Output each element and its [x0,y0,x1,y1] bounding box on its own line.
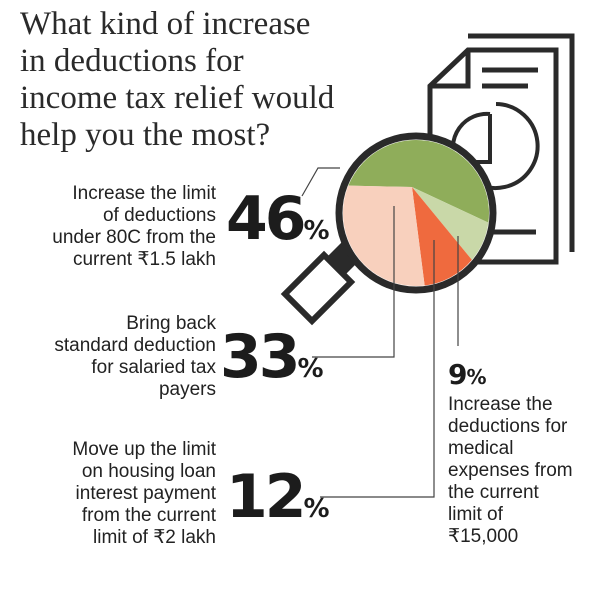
value-number: 33 [220,322,300,392]
leader-lines [301,167,459,498]
label-line: Bring back [126,313,216,334]
leader-line-33 [312,206,395,358]
value-12: 12% [226,462,330,532]
value-number: 46 [226,184,306,254]
label-line: interest payment [75,483,216,504]
label-line: Increase the [448,394,553,415]
label-9: Increase the deductions for medical expe… [448,394,596,548]
label-line: under 80C from the [52,227,216,248]
value-unit: % [466,365,487,389]
label-line: from the current [81,505,216,526]
value-unit: % [303,494,330,524]
value-unit: % [297,354,324,384]
pie-chart [342,140,489,286]
label-line: of deductions [102,205,216,226]
label-line: limit of ₹2 lakh [93,527,216,548]
magnifying-glass-icon [280,132,497,326]
label-line: ₹15,000 [448,526,519,547]
value-number: 9 [448,358,468,391]
value-46: 46% [226,184,330,254]
title-line: What kind of increase [20,6,311,42]
leader-line-46 [301,167,340,197]
label-line: deductions for [448,416,568,437]
title-line: help you the most? [20,117,271,153]
label-line: Increase the limit [72,183,216,204]
title-line: in deductions for [20,43,244,79]
label-line: medical [448,438,514,459]
value-unit: % [303,216,330,246]
value-9: 9% [448,358,487,391]
label-line: limit of [448,504,503,525]
value-33: 33% [220,322,324,392]
label-46: Increase the limit of deductions under 8… [20,183,216,271]
value-number: 12 [226,462,306,532]
label-line: current ₹1.5 lakh [72,249,216,270]
pie-slice-46 [348,140,489,223]
label-line: for salaried tax [91,357,216,378]
chart-title: What kind of increase in deductions for … [20,6,390,154]
leader-line-12 [320,240,435,498]
label-12: Move up the limit on housing loan intere… [20,439,216,549]
pie-slice-12 [412,187,472,286]
label-line: expenses from [448,460,573,481]
title-line: income tax relief would [20,80,335,116]
label-line: standard deduction [54,335,216,356]
label-line: the current [448,482,539,503]
label-line: Move up the limit [72,439,216,460]
pie-slice-33 [342,185,425,286]
label-33: Bring back standard deduction for salari… [20,313,216,401]
pie-slice-9 [412,187,489,260]
label-line: payers [158,379,216,400]
label-line: on housing loan [81,461,216,482]
